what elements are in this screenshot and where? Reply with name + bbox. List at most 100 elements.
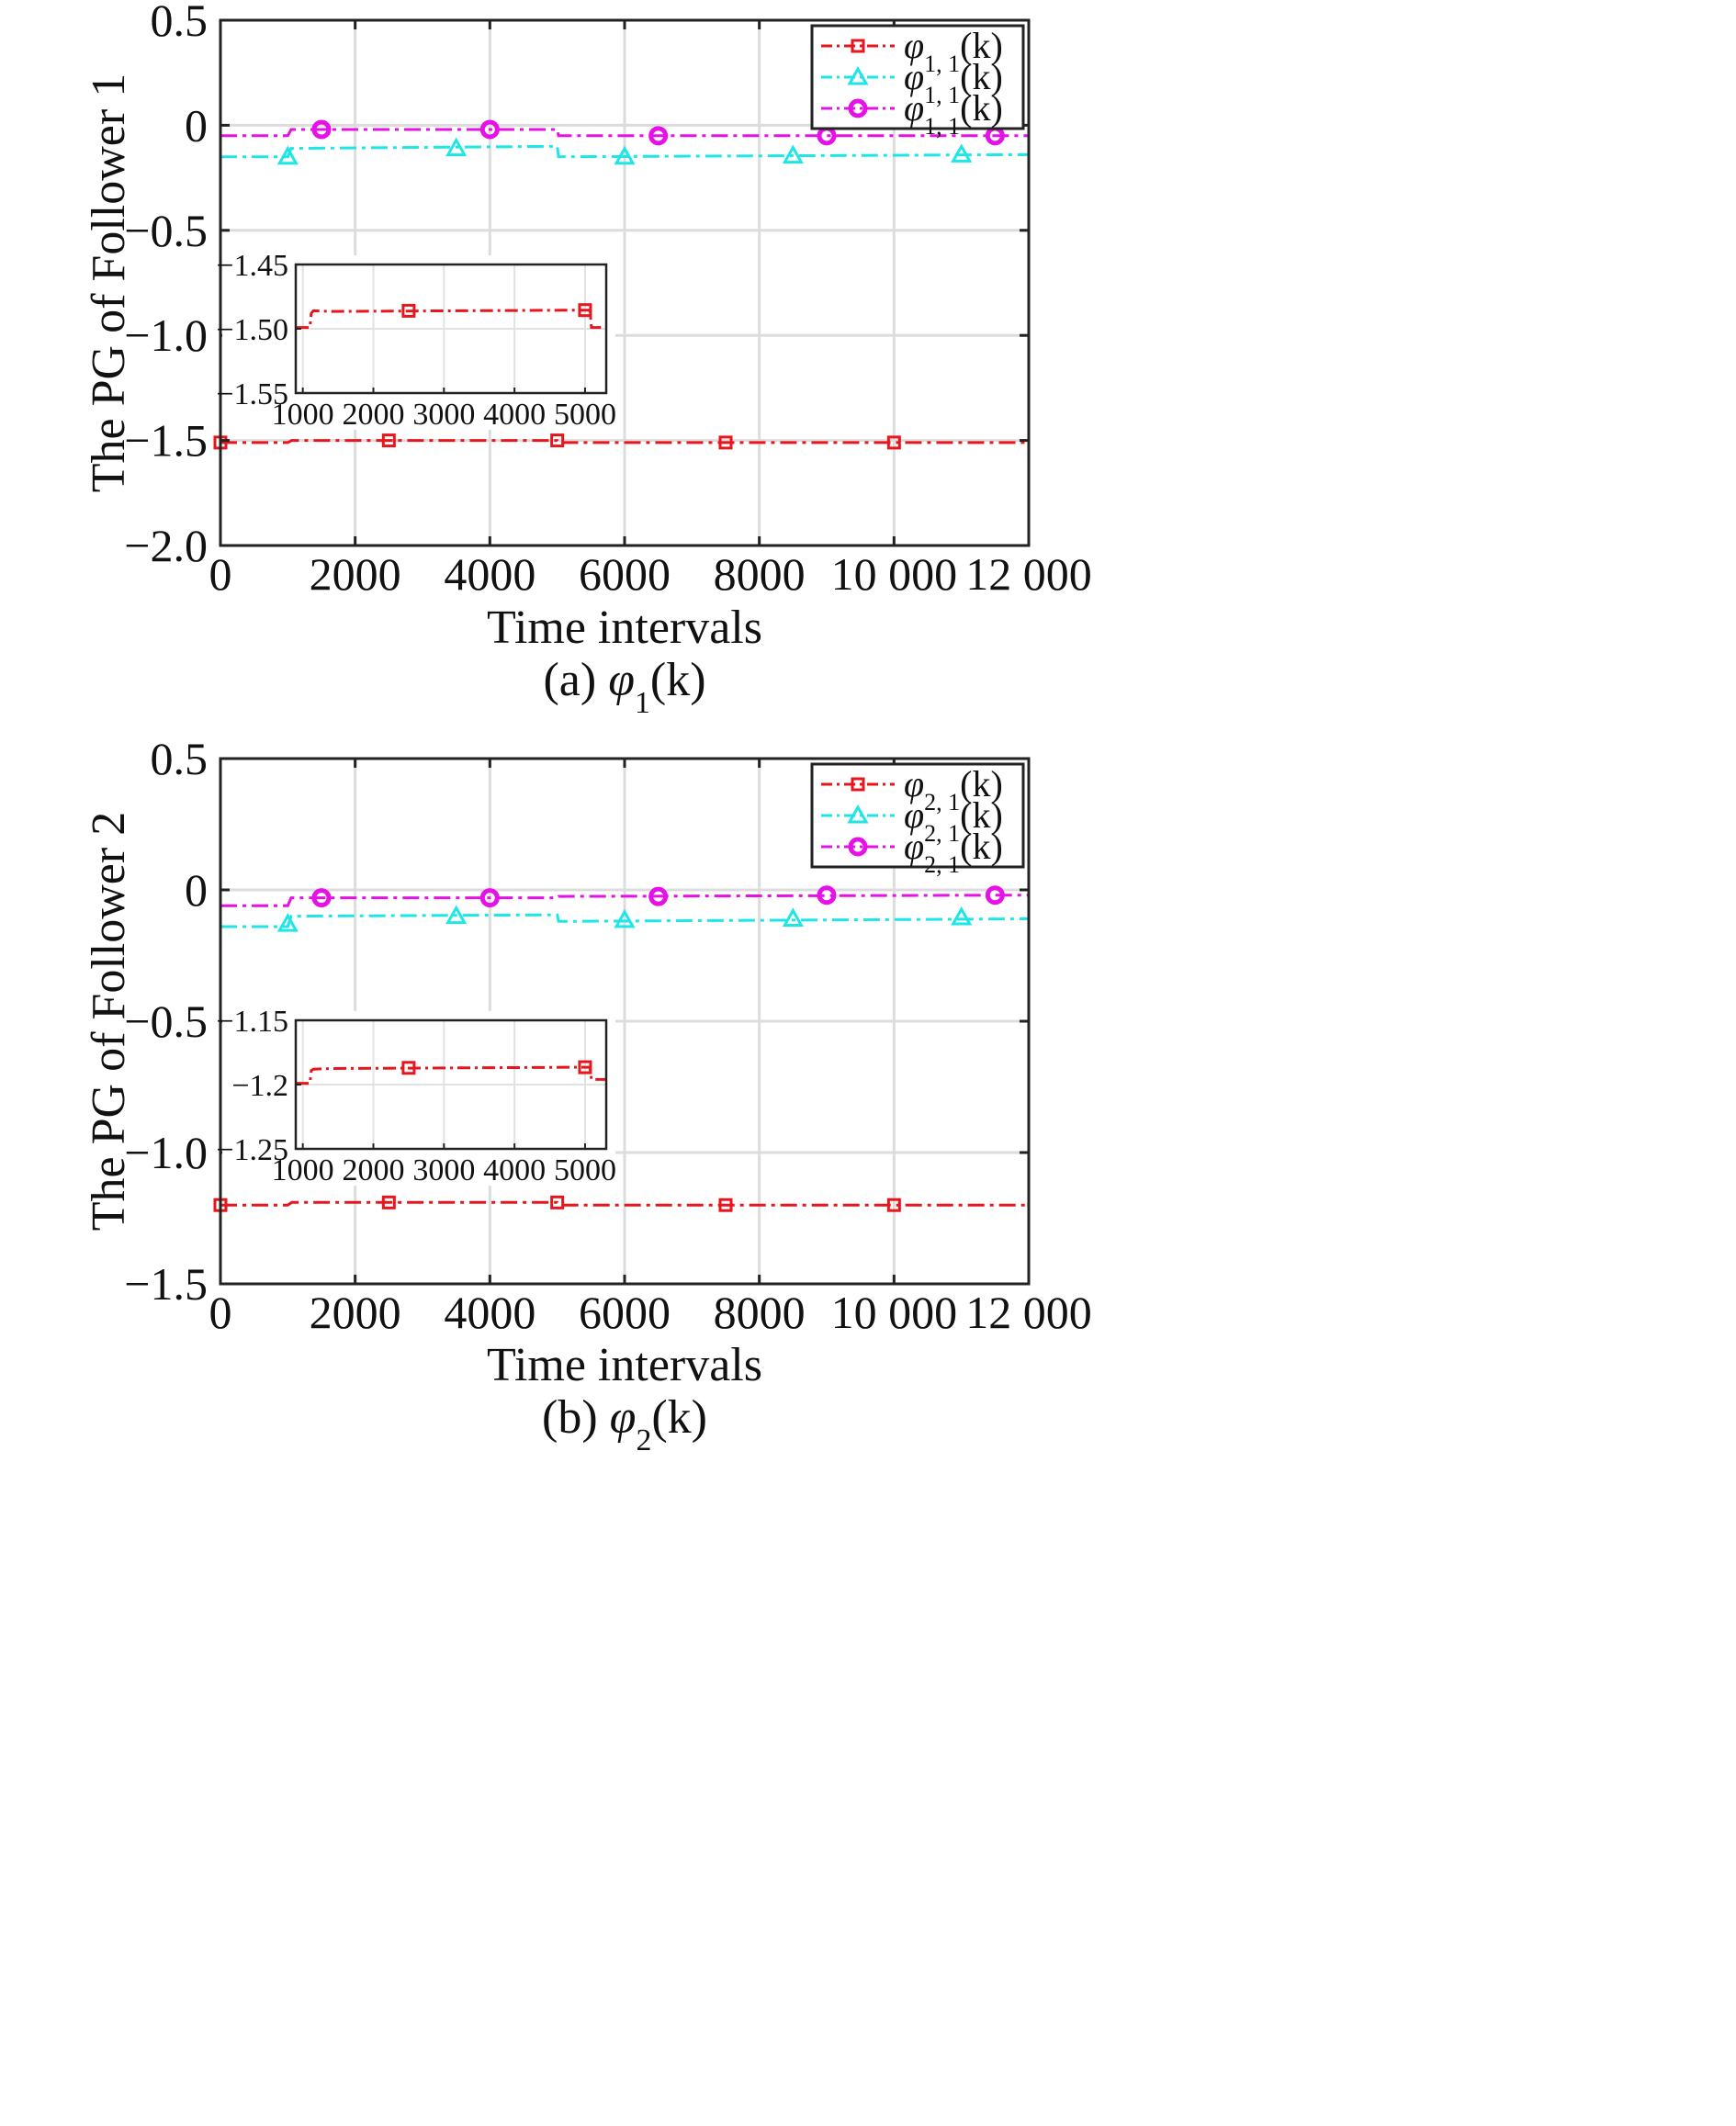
inset-x-tick-label: 2000: [343, 1153, 405, 1187]
legend-entry-2-arg: (k): [960, 56, 1003, 97]
series-1-marker: [886, 435, 901, 450]
series-line-2: [220, 144, 1030, 159]
caption-symbol: φ: [610, 1391, 637, 1444]
legend-entry-3-symbol: φ: [904, 87, 924, 129]
x-tick-label: 8000: [714, 548, 806, 600]
legend-marker-2: [847, 65, 869, 85]
x-tick-label: 6000: [579, 1287, 671, 1338]
x-tick-label: 10 000: [831, 548, 958, 600]
legend-entry-3-label: φ1, 1(k): [904, 87, 1003, 140]
legend-entry-3-subscript: 1, 1: [924, 113, 960, 140]
y-axis-label: The PG of Follower 2: [83, 812, 135, 1231]
series-2-marker: [445, 137, 468, 157]
x-tick-label: 2000: [310, 1287, 401, 1338]
series-line-1: [220, 1200, 1029, 1207]
inset-x-tick-label: 4000: [483, 398, 546, 432]
legend: φ1, 1(k)φ1, 1(k)φ1, 1(k): [810, 24, 1025, 140]
x-tick-label: 2000: [310, 548, 401, 600]
series-line-3: [220, 128, 1029, 138]
legend-entry-1-label: φ1, 1(k): [904, 25, 1003, 77]
legend-entry-3-arg: (k): [960, 826, 1003, 867]
series-3-marker: [985, 885, 1005, 906]
series-3-marker: [648, 126, 669, 146]
series-1-marker: [550, 1195, 565, 1209]
y-tick-label: −1.0: [124, 309, 208, 361]
caption-arg: (k): [651, 1391, 707, 1444]
x-tick-label: 0: [209, 548, 232, 600]
x-tick-label: 4000: [444, 548, 535, 600]
x-tick-label: 0: [209, 1287, 232, 1338]
series-1-marker: [381, 1195, 396, 1209]
inset-chart: 1000 2000 3000 4000 5000 −1.15 −1.2 −1.25: [216, 1005, 616, 1187]
y-tick-label: −1.0: [124, 1127, 208, 1178]
legend: φ2, 1(k)φ2, 1(k)φ2, 1(k): [810, 762, 1025, 878]
legend-entry-2-subscript: 1, 1: [924, 82, 960, 108]
series-2-marker: [951, 906, 973, 926]
series-1-marker: [718, 1198, 733, 1212]
legend-entry-2-label: φ1, 1(k): [904, 56, 1003, 108]
inset-x-tick-label: 1000: [272, 398, 334, 432]
series-3-marker: [648, 886, 669, 906]
x-tick-label: 6000: [579, 548, 671, 600]
series-line-2: [220, 913, 1030, 928]
legend-entry-2-symbol: φ: [904, 56, 924, 97]
inset-marker: [401, 303, 416, 318]
legend-marker-3: [848, 98, 868, 118]
caption-text: (a) φ1(k): [543, 654, 705, 720]
x-axis-label: Time intervals: [487, 602, 762, 654]
legend-entry-2-subscript: 2, 1: [924, 820, 960, 847]
series-3-marker: [817, 126, 837, 146]
y-tick-label: −1.5: [124, 1258, 208, 1310]
x-tick-label: 12 000: [965, 1287, 1092, 1338]
series-2-marker: [614, 145, 636, 165]
series-2-marker: [445, 905, 468, 925]
series-1-marker: [381, 433, 396, 448]
legend-marker-3: [848, 837, 868, 857]
y-tick-label: 0.5: [151, 733, 209, 784]
inset-marker: [578, 303, 592, 318]
inset-background: [222, 255, 615, 430]
inset-x-tick-label: 5000: [554, 398, 616, 432]
legend-entry-3-label: φ2, 1(k): [904, 826, 1003, 878]
inset-marker: [401, 1061, 416, 1075]
legend-entry-3-symbol: φ: [904, 826, 924, 867]
series-3-marker: [479, 888, 500, 908]
inset-y-tick-label: −1.55: [216, 377, 288, 411]
legend-entry-1-symbol: φ: [904, 763, 924, 804]
series-3-marker: [311, 888, 332, 908]
inset-x-tick-label: 3000: [412, 1153, 475, 1187]
series-2-marker: [951, 143, 973, 163]
legend-entry-1-subscript: 2, 1: [924, 789, 960, 816]
x-tick-label: 8000: [714, 1287, 806, 1338]
y-tick-label: −0.5: [124, 996, 208, 1047]
legend-entry-1-arg: (k): [960, 25, 1003, 66]
caption-symbol: φ: [608, 654, 635, 706]
inset-x-tick-label: 2000: [343, 398, 405, 432]
x-tick-label: 10 000: [831, 1287, 958, 1338]
series-3-marker: [817, 885, 837, 906]
y-tick-label: −2.0: [124, 520, 208, 571]
y-tick-label: 0: [185, 864, 208, 916]
y-tick-label: −0.5: [124, 205, 208, 256]
inset-y-tick-label: −1.50: [216, 313, 288, 347]
inset-background: [222, 1011, 615, 1186]
legend-entry-2-label: φ2, 1(k): [904, 794, 1003, 847]
panel-caption: (a) φ1(k): [543, 654, 705, 720]
caption-prefix: (b): [542, 1391, 610, 1444]
inset-x-tick-label: 5000: [554, 1153, 616, 1187]
legend-entry-3-subscript: 2, 1: [924, 851, 960, 878]
panel-caption: (b) φ2(k): [542, 1391, 707, 1457]
series-3-marker: [311, 119, 332, 140]
caption-arg: (k): [650, 654, 706, 706]
series-2-marker: [782, 907, 804, 927]
inset-chart: 1000 2000 3000 4000 5000 −1.45 −1.50 −1.55: [216, 249, 616, 432]
legend-entry-1-label: φ2, 1(k): [904, 763, 1003, 816]
y-tick-label: 0: [185, 99, 208, 151]
legend-marker-1: [851, 777, 865, 792]
inset-y-tick-label: −1.2: [231, 1069, 288, 1103]
legend-entry-1-subscript: 1, 1: [924, 51, 960, 77]
caption-subscript: 1: [635, 686, 650, 720]
series-2-marker: [782, 144, 804, 164]
x-tick-label: 12 000: [965, 548, 1092, 600]
